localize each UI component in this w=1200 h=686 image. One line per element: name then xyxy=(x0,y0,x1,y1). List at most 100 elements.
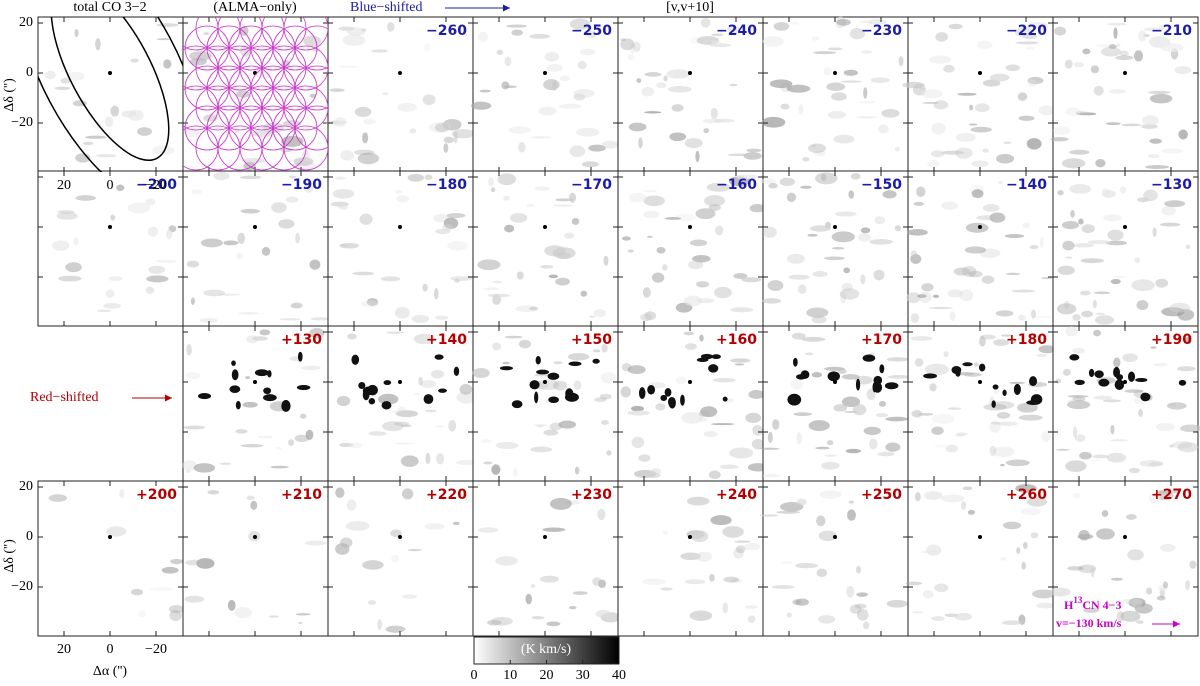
emission-blob xyxy=(910,250,918,258)
panel xyxy=(1048,480,1199,637)
center-dot xyxy=(543,535,547,539)
panel xyxy=(182,480,329,637)
emission-blob xyxy=(1070,210,1075,218)
emission-blob xyxy=(488,177,494,187)
emission-blob xyxy=(955,368,961,377)
emission-blob xyxy=(183,425,206,430)
emission-blob xyxy=(873,375,883,385)
emission-blob xyxy=(1168,444,1175,448)
pointing xyxy=(283,45,328,91)
emission-blob xyxy=(759,447,780,450)
emission-blob xyxy=(791,22,800,25)
center-dot xyxy=(543,225,547,229)
emission-blob xyxy=(957,92,977,96)
emission-blob xyxy=(869,239,893,245)
emission-blob xyxy=(856,592,869,597)
emission-blob xyxy=(762,298,782,304)
emission-blob xyxy=(290,302,303,309)
emission-blob xyxy=(52,240,70,251)
emission-blob xyxy=(839,288,860,300)
emission-blob xyxy=(288,439,295,446)
emission-blob xyxy=(299,413,307,419)
velocity-label: −240 xyxy=(716,23,757,39)
emission-blob xyxy=(863,87,868,99)
emission-blob xyxy=(340,150,355,161)
pointing xyxy=(261,17,307,51)
emission-blob xyxy=(815,446,830,450)
emission-blob xyxy=(1185,336,1192,345)
emission-blob xyxy=(922,590,934,599)
emission-blob xyxy=(453,366,460,377)
colorbar-tick-label: 0 xyxy=(471,668,478,681)
emission-blob xyxy=(574,466,580,475)
emission-blob xyxy=(924,363,949,376)
panel xyxy=(905,480,1055,637)
emission-blob xyxy=(256,435,274,439)
emission-blob xyxy=(700,18,711,28)
emission-blob xyxy=(793,412,813,416)
emission-blob xyxy=(1003,141,1012,145)
emission-blob xyxy=(767,431,773,444)
panel-frame xyxy=(1052,16,1199,173)
emission-blob xyxy=(559,75,571,82)
emission-blob xyxy=(203,32,210,36)
emission-blob xyxy=(246,335,258,344)
emission-blob xyxy=(708,364,719,373)
velocity-label: +260 xyxy=(1006,487,1047,503)
mosaic-pointings xyxy=(183,17,328,171)
emission-blob xyxy=(592,349,601,353)
emission-blob xyxy=(360,300,380,308)
emission-blob xyxy=(729,578,742,583)
annotation-part: 13 xyxy=(1073,595,1083,605)
x-axis-label: Δα ('') xyxy=(93,664,128,679)
emission-blob xyxy=(955,132,976,142)
emission-blob xyxy=(627,410,650,416)
emission-blob xyxy=(922,101,939,104)
emission-blob xyxy=(996,412,1011,419)
emission-blob xyxy=(526,204,535,207)
emission-blob xyxy=(647,384,656,395)
emission-blob xyxy=(793,357,798,367)
emission-blob xyxy=(962,362,973,367)
emission-blob xyxy=(263,387,272,395)
emission-blob xyxy=(684,138,703,149)
emission-blob xyxy=(788,274,810,280)
emission-blob xyxy=(1157,489,1179,494)
velocity-label: −140 xyxy=(1006,177,1047,193)
emission-blob xyxy=(530,136,552,139)
emission-blob xyxy=(529,34,551,39)
emission-blob xyxy=(147,226,159,237)
emission-blob xyxy=(806,307,829,318)
emission-blob xyxy=(827,371,840,382)
emission-blob xyxy=(1014,26,1033,38)
emission-blob xyxy=(362,560,384,570)
emission-blob xyxy=(1038,105,1055,116)
emission-blob xyxy=(989,73,1010,82)
panel xyxy=(37,170,184,327)
panel xyxy=(1050,16,1199,173)
emission-blob xyxy=(396,195,409,203)
emission-blob xyxy=(1146,587,1153,595)
emission-blob xyxy=(875,413,889,418)
emission-blob xyxy=(1141,124,1158,129)
pointing xyxy=(294,105,328,151)
emission-blob xyxy=(198,393,212,400)
emission-blob xyxy=(73,237,79,246)
emission-blob xyxy=(1096,528,1115,540)
emission-blob xyxy=(199,318,218,323)
emission-blob xyxy=(491,187,496,193)
emission-blob xyxy=(621,236,631,241)
emission-blob xyxy=(727,25,741,34)
center-dot xyxy=(1123,71,1127,75)
emission-blob xyxy=(708,204,721,211)
emission-blob xyxy=(745,412,762,423)
emission-blob xyxy=(413,333,436,345)
emission-blob xyxy=(261,246,271,256)
panel xyxy=(759,480,909,637)
emission-blob xyxy=(943,64,955,73)
emission-blob xyxy=(1065,107,1081,116)
emission-blob xyxy=(878,124,889,134)
emission-blob xyxy=(301,365,322,371)
emission-blob xyxy=(643,210,660,219)
emission-blob xyxy=(703,128,710,134)
